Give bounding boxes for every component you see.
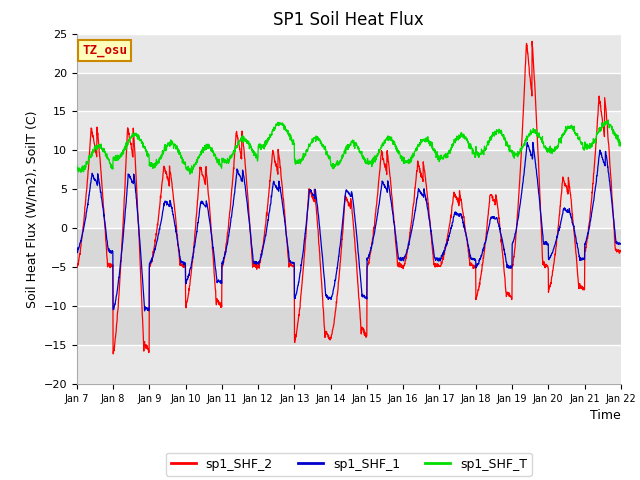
Legend: sp1_SHF_2, sp1_SHF_1, sp1_SHF_T: sp1_SHF_2, sp1_SHF_1, sp1_SHF_T xyxy=(166,453,532,476)
sp1_SHF_1 xyxy=(376,192,384,197)
sp1_SHF_2 xyxy=(109,351,117,357)
Text: TZ_osu: TZ_osu xyxy=(82,44,127,57)
sp1_SHF_2 xyxy=(73,263,81,269)
Bar xyxy=(77,345,621,384)
sp1_SHF_T xyxy=(365,159,372,165)
sp1_SHF_T xyxy=(507,148,515,154)
sp1_SHF_2 xyxy=(584,228,592,234)
sp1_SHF_1 xyxy=(584,229,592,235)
Bar xyxy=(77,34,621,72)
sp1_SHF_T xyxy=(584,143,592,149)
sp1_SHF_2 xyxy=(376,158,384,164)
sp1_SHF_2 xyxy=(570,222,577,228)
Bar xyxy=(77,189,621,228)
X-axis label: Time: Time xyxy=(590,409,621,422)
sp1_SHF_1 xyxy=(365,253,372,259)
sp1_SHF_T xyxy=(186,171,194,177)
sp1_SHF_T xyxy=(569,124,577,130)
sp1_SHF_1 xyxy=(617,241,625,247)
sp1_SHF_1 xyxy=(570,222,577,228)
Title: SP1 Soil Heat Flux: SP1 Soil Heat Flux xyxy=(273,11,424,29)
sp1_SHF_2 xyxy=(365,259,372,265)
Bar xyxy=(77,150,621,189)
Line: sp1_SHF_T: sp1_SHF_T xyxy=(77,120,621,174)
sp1_SHF_2 xyxy=(528,38,536,44)
Bar xyxy=(77,267,621,306)
Bar xyxy=(77,72,621,111)
Y-axis label: Soil Heat Flux (W/m2), SoilT (C): Soil Heat Flux (W/m2), SoilT (C) xyxy=(25,110,38,308)
sp1_SHF_T xyxy=(604,117,612,123)
sp1_SHF_2 xyxy=(225,220,232,226)
Bar xyxy=(77,111,621,150)
sp1_SHF_1 xyxy=(507,265,515,271)
Bar xyxy=(77,228,621,267)
sp1_SHF_T xyxy=(376,146,384,152)
Line: sp1_SHF_2: sp1_SHF_2 xyxy=(77,41,621,354)
sp1_SHF_1 xyxy=(141,308,148,314)
sp1_SHF_1 xyxy=(529,140,537,145)
sp1_SHF_1 xyxy=(73,249,81,255)
sp1_SHF_T xyxy=(73,162,81,168)
sp1_SHF_T xyxy=(617,143,625,149)
sp1_SHF_1 xyxy=(225,233,232,239)
sp1_SHF_2 xyxy=(617,248,625,253)
Bar xyxy=(77,306,621,345)
sp1_SHF_T xyxy=(225,160,232,166)
Line: sp1_SHF_1: sp1_SHF_1 xyxy=(77,143,621,311)
sp1_SHF_2 xyxy=(507,294,515,300)
